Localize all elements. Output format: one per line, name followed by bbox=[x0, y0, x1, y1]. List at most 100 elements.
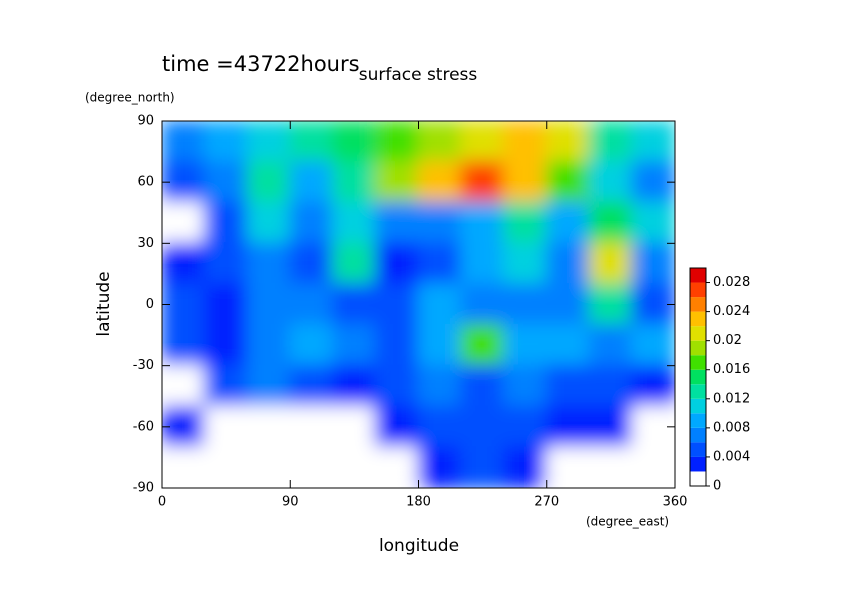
cell bbox=[545, 364, 591, 408]
y-tick-label: 90 bbox=[137, 114, 154, 129]
cell bbox=[545, 446, 591, 488]
cell bbox=[588, 121, 634, 163]
cell bbox=[246, 364, 292, 408]
cell bbox=[503, 364, 548, 408]
cell bbox=[460, 160, 505, 204]
cell bbox=[332, 446, 377, 488]
field bbox=[162, 121, 675, 488]
cell bbox=[203, 121, 249, 163]
cell bbox=[374, 121, 420, 163]
cell bbox=[162, 121, 206, 163]
colorbar-swatch bbox=[690, 384, 706, 399]
cell bbox=[545, 121, 591, 163]
cell bbox=[545, 160, 591, 204]
colorbar-tick-label: 0.024 bbox=[713, 304, 750, 319]
cell bbox=[246, 323, 292, 367]
cell bbox=[374, 283, 420, 326]
cell bbox=[503, 201, 548, 245]
x-tick-label: 90 bbox=[282, 495, 299, 510]
cell bbox=[460, 121, 505, 163]
colorbar-swatch bbox=[690, 282, 706, 298]
colorbar-tick-label: 0.016 bbox=[713, 362, 750, 377]
cell bbox=[588, 160, 634, 204]
cell bbox=[162, 323, 206, 367]
cells bbox=[162, 121, 675, 488]
chart-title: surface stress bbox=[359, 65, 478, 85]
cell bbox=[417, 364, 463, 408]
cell bbox=[460, 283, 505, 326]
cell bbox=[545, 405, 591, 449]
cell bbox=[203, 405, 249, 449]
colorbar-tick-label: 0.008 bbox=[713, 420, 750, 435]
cell bbox=[417, 323, 463, 367]
cell bbox=[374, 446, 420, 488]
cell bbox=[460, 323, 505, 367]
cell bbox=[545, 323, 591, 367]
cell bbox=[503, 323, 548, 367]
x-tick-label: 270 bbox=[534, 495, 559, 510]
cell bbox=[631, 323, 675, 367]
colorbar-swatch bbox=[690, 442, 706, 457]
x-tick-label: 0 bbox=[158, 495, 166, 510]
colorbar-swatch bbox=[690, 398, 706, 414]
cell bbox=[332, 160, 377, 204]
y-tick-label: 0 bbox=[146, 297, 154, 312]
cell bbox=[460, 242, 505, 286]
cell bbox=[332, 283, 377, 326]
cell bbox=[631, 201, 675, 245]
y-tick-label: -30 bbox=[133, 358, 154, 373]
cell bbox=[503, 446, 548, 488]
colorbar-swatch bbox=[690, 471, 706, 486]
cell bbox=[289, 405, 334, 449]
cell bbox=[203, 283, 249, 326]
colorbar-swatch bbox=[690, 297, 706, 312]
cell bbox=[289, 446, 334, 488]
cell bbox=[246, 121, 292, 163]
colorbar-frame bbox=[689, 267, 707, 487]
colorbar-swatch bbox=[690, 456, 706, 472]
cell bbox=[289, 323, 334, 367]
cell bbox=[460, 446, 505, 488]
colorbar-tick-label: 0.004 bbox=[713, 449, 750, 464]
cell bbox=[332, 121, 377, 163]
cell bbox=[503, 405, 548, 449]
colorbar-swatch bbox=[690, 340, 706, 356]
cell bbox=[588, 201, 634, 245]
cell bbox=[374, 242, 420, 286]
cell bbox=[246, 446, 292, 488]
cell bbox=[588, 323, 634, 367]
cell bbox=[631, 242, 675, 286]
colorbar-tick-label: 0 bbox=[713, 479, 721, 494]
cell bbox=[289, 283, 334, 326]
cell bbox=[417, 121, 463, 163]
cell bbox=[289, 201, 334, 245]
y-tick-label: -90 bbox=[133, 481, 154, 496]
cell bbox=[374, 364, 420, 408]
colorbar-swatch bbox=[690, 268, 706, 283]
cell bbox=[588, 405, 634, 449]
cell bbox=[503, 160, 548, 204]
cell bbox=[631, 446, 675, 488]
cell bbox=[374, 323, 420, 367]
cell bbox=[417, 283, 463, 326]
colorbar-swatch bbox=[690, 413, 706, 428]
colorbar-tick-label: 0.028 bbox=[713, 275, 750, 290]
colorbar-tick-label: 0.012 bbox=[713, 391, 750, 406]
cell bbox=[417, 201, 463, 245]
colorbar-swatch bbox=[690, 355, 706, 370]
x-unit: (degree_east) bbox=[586, 515, 669, 529]
cell bbox=[289, 160, 334, 204]
cell bbox=[332, 323, 377, 367]
y-axis-label: latitude bbox=[94, 271, 114, 336]
subtitle: time =43722hours bbox=[162, 52, 360, 76]
cell bbox=[503, 283, 548, 326]
cell bbox=[289, 364, 334, 408]
cell bbox=[162, 446, 206, 488]
colorbar-tick-label: 0.02 bbox=[713, 333, 742, 348]
cell bbox=[417, 446, 463, 488]
cell bbox=[203, 446, 249, 488]
cell bbox=[162, 201, 206, 245]
cell bbox=[588, 446, 634, 488]
cell bbox=[588, 283, 634, 326]
